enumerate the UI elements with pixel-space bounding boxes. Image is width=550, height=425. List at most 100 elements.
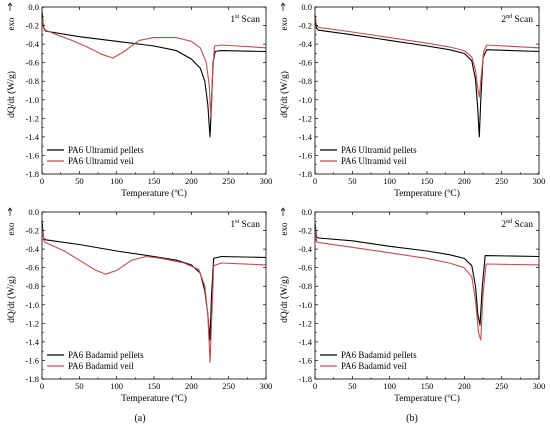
x-tick-label: 150 [421, 176, 434, 186]
y-tick-label: -1.0 [299, 300, 312, 310]
x-tick-label: 100 [110, 176, 123, 186]
exo-label: exo [6, 222, 16, 235]
legend-entry: PA6 Badamid pellets [68, 350, 144, 360]
x-tick-label: 200 [458, 176, 471, 186]
chart-panel-bottom-right: 0 50 100 150 200 250 300 0.0 -0.2 -0.4 -0.6 -0.8 -1.… [279, 207, 545, 404]
y-tick-label: -0.4 [26, 244, 40, 254]
y-tick-label: -1.8 [299, 374, 312, 384]
series-line-veil [41, 16, 267, 118]
x-tick-label: 50 [75, 176, 84, 186]
x-tick-label: 50 [348, 381, 357, 391]
legend-entry: PA6 Badamid pellets [341, 350, 417, 360]
y-tick-label: -1.2 [299, 113, 312, 123]
series-line-pellets [41, 11, 267, 138]
x-tick-label: 50 [75, 381, 84, 391]
x-tick-label: 200 [185, 381, 198, 391]
scan-annotation: 2nd Scan [501, 14, 533, 25]
y-tick-label: -1.0 [26, 95, 39, 105]
y-tick-label: -0.8 [26, 281, 39, 291]
y-tick-label: -1.4 [299, 337, 313, 347]
chart-panel-top-left: 0 50 100 150 200 250 300 0.0 -0.2 -0.4 -0.6 -0.8 -1.… [6, 2, 272, 199]
y-tick-label: -0.2 [26, 226, 39, 236]
y-tick-label: -0.4 [299, 39, 313, 49]
chart-panel-top-right: 0 50 100 150 200 250 300 0.0 -0.2 -0.4 -0.6 -0.8 -1.… [279, 2, 545, 199]
y-tick-label: -0.6 [299, 58, 312, 68]
x-tick-label: 0 [40, 176, 44, 186]
x-axis-label: Temperature (ºC) [394, 188, 460, 199]
legend-entry: PA6 Ultramid pellets [341, 145, 417, 155]
y-tick-label: -1.4 [299, 132, 313, 142]
x-tick-label: 0 [40, 381, 44, 391]
y-tick-label: -0.8 [26, 76, 39, 86]
exo-label: exo [6, 17, 16, 30]
x-tick-label: 300 [260, 381, 273, 391]
exo-label: exo [279, 222, 289, 235]
x-axis-label: Temperature (ºC) [121, 393, 187, 404]
x-tick-label: 300 [533, 176, 546, 186]
figure-label-b: (b) [406, 413, 418, 424]
legend-entry: PA6 Ultramid pellets [68, 145, 144, 155]
exo-label: exo [279, 17, 289, 30]
y-tick-label: -1.0 [26, 300, 39, 310]
y-tick-label: -0.2 [26, 21, 39, 31]
y-tick-label: 0.0 [28, 2, 39, 12]
y-tick-label: -0.4 [26, 39, 40, 49]
x-tick-label: 100 [110, 381, 123, 391]
y-tick-label: -1.6 [26, 355, 39, 365]
y-tick-label: -1.4 [26, 132, 40, 142]
y-tick-label: -0.6 [299, 263, 312, 273]
y-axis-label: dQ/dt (W/g) [279, 71, 290, 118]
y-tick-label: -1.8 [299, 169, 312, 179]
series-line-veil [314, 225, 540, 341]
x-tick-label: 250 [222, 176, 235, 186]
y-tick-label: -1.0 [299, 95, 312, 105]
y-tick-label: -1.8 [26, 374, 39, 384]
series-line-pellets [314, 16, 540, 138]
y-tick-label: -1.6 [26, 150, 39, 160]
y-tick-label: -1.4 [26, 337, 40, 347]
x-tick-label: 100 [383, 381, 396, 391]
y-tick-label: -0.8 [299, 281, 312, 291]
series-line-pellets [314, 223, 540, 326]
exo-arrow-head [280, 2, 286, 7]
y-tick-label: -0.4 [299, 244, 313, 254]
legend-entry: PA6 Ultramid veil [68, 156, 134, 166]
legend-entry: PA6 Badamid veil [68, 361, 134, 371]
series-line-pellets [41, 221, 267, 341]
x-tick-label: 250 [495, 176, 508, 186]
legend-entry: PA6 Badamid veil [341, 361, 407, 371]
x-tick-label: 250 [495, 381, 508, 391]
y-tick-label: -1.2 [299, 318, 312, 328]
x-axis-label: Temperature (ºC) [121, 188, 187, 199]
exo-arrow-head [7, 2, 13, 7]
panels: 0 50 100 150 200 250 300 0.0 -0.2 -0.4 -0.6 -0.8 -1.… [6, 2, 545, 404]
x-tick-label: 200 [458, 381, 471, 391]
y-tick-label: -0.2 [299, 21, 312, 31]
exo-arrow-head [280, 207, 286, 212]
scan-annotation: 1st Scan [230, 14, 260, 25]
y-tick-label: 0.0 [28, 207, 39, 217]
y-tick-label: -1.6 [299, 150, 312, 160]
series-line-veil [41, 225, 267, 363]
x-tick-label: 0 [313, 381, 317, 391]
y-tick-label: -1.8 [26, 169, 39, 179]
y-tick-label: 0.0 [301, 207, 312, 217]
y-tick-label: -0.6 [26, 263, 39, 273]
y-axis-label: dQ/dt (W/g) [279, 276, 290, 323]
x-tick-label: 200 [185, 176, 198, 186]
y-tick-label: -0.6 [26, 58, 39, 68]
x-tick-label: 250 [222, 381, 235, 391]
x-axis-label: Temperature (ºC) [394, 393, 460, 404]
legend-entry: PA6 Ultramid veil [341, 156, 407, 166]
x-tick-label: 100 [383, 176, 396, 186]
y-axis-label: dQ/dt (W/g) [6, 276, 17, 323]
x-tick-label: 150 [421, 381, 434, 391]
x-tick-label: 300 [260, 176, 273, 186]
series-line-veil [314, 14, 540, 98]
x-tick-label: 150 [148, 381, 161, 391]
x-tick-label: 150 [148, 176, 161, 186]
y-tick-label: -0.8 [299, 76, 312, 86]
x-tick-label: 0 [313, 176, 317, 186]
x-tick-label: 300 [533, 381, 546, 391]
y-tick-label: 0.0 [301, 2, 312, 12]
